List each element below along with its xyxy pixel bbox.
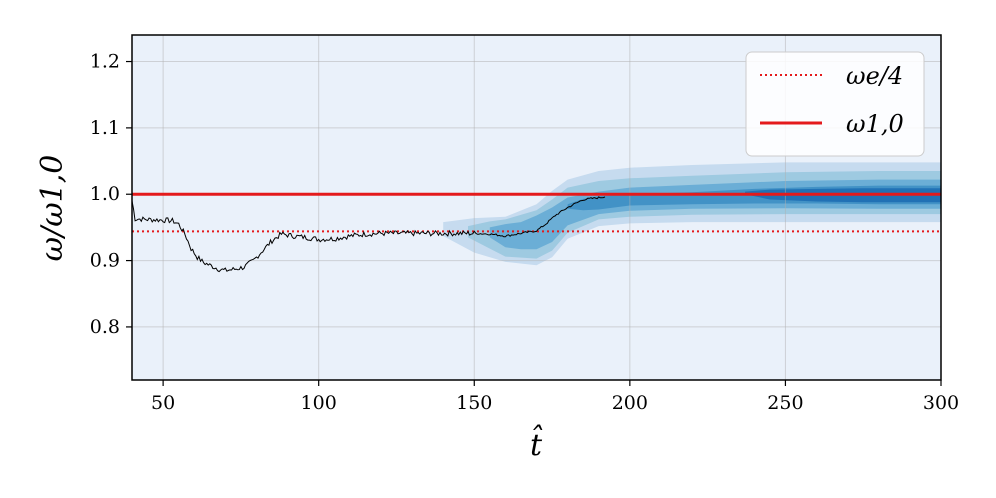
y-tick-label-4: 1.2 [90,51,120,73]
x-axis-label: t̂ [530,424,543,463]
x-tick-label-3: 200 [612,392,648,414]
reference-lines [132,192,941,233]
y-tick-label-0: 0.8 [90,316,120,338]
x-tick-label-5: 300 [923,392,959,414]
y-tick-label-3: 1.1 [90,117,120,139]
y-tick-label-2: 1.0 [90,183,120,205]
y-axis-label: ω/ω1,0 [35,155,70,262]
trace-layer [131,196,606,273]
tick-layer: 50 100 150 200 250 300 0.8 0.9 1.0 1.1 1.2 [90,51,959,414]
legend: ωe/4 ω1,0 [745,51,925,157]
legend-label-omega-e: ωe/4 [846,62,903,90]
legend-box [745,51,925,157]
x-tick-label-4: 250 [767,392,803,414]
legend-label-omega-10: ω1,0 [846,110,904,138]
plot-frame [131,34,942,381]
trace-line [131,196,606,273]
x-tick-label-1: 100 [301,392,337,414]
x-tick-label-2: 150 [456,392,492,414]
y-tick-label-1: 0.9 [90,250,120,272]
x-tick-label-0: 50 [151,392,175,414]
